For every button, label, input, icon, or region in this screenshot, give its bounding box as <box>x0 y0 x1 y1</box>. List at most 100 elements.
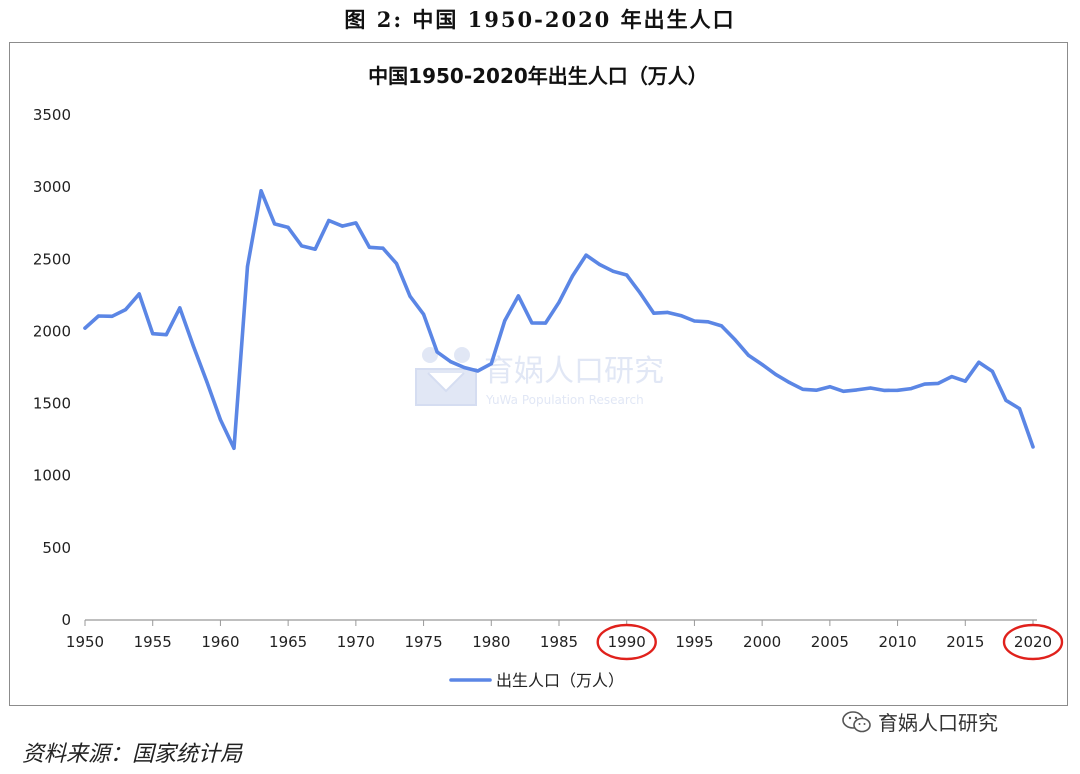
x-axis-ticks: 1950 1955 1960 1965 1970 1975 1980 1985 1990 1995… <box>66 620 1052 651</box>
wechat-icon <box>842 710 871 732</box>
data-point <box>733 338 737 342</box>
x-tick-label: 1960 <box>201 633 239 651</box>
data-point <box>327 218 331 223</box>
data-point <box>232 446 236 450</box>
data-point <box>96 314 101 318</box>
x-tick-label: 1965 <box>269 633 307 651</box>
data-point <box>774 372 778 377</box>
chart-frame: 育娲人口研究 YuWa Population Research 中国1950-2… <box>9 42 1068 706</box>
data-point <box>137 292 141 296</box>
data-point <box>164 333 168 337</box>
data-point <box>516 294 520 298</box>
y-axis-ticks: 0 500 1000 1500 2000 2500 3000 3500 <box>33 106 71 629</box>
y-tick-label: 0 <box>61 611 71 629</box>
data-point <box>882 388 886 393</box>
data-point <box>340 224 344 228</box>
highlight-circle-2020 <box>1002 623 1064 661</box>
data-point <box>476 369 480 373</box>
x-tick-label: 2015 <box>946 633 984 651</box>
data-point <box>462 365 466 370</box>
y-tick-label: 3500 <box>33 106 71 124</box>
data-point <box>178 306 182 310</box>
y-tick-label: 1500 <box>33 395 71 413</box>
watermark-text: 育娲人口研究 <box>484 354 664 389</box>
data-point <box>760 362 764 367</box>
data-point <box>245 264 250 268</box>
data-point <box>218 417 223 422</box>
data-point <box>124 308 128 312</box>
x-tick-label: 1990 <box>608 633 646 651</box>
data-point <box>300 244 304 248</box>
data-point <box>273 222 277 226</box>
watermark-logo: 育娲人口研究 YuWa Population Research <box>415 347 664 407</box>
data-point <box>584 253 588 257</box>
data-point <box>895 388 900 392</box>
data-point <box>570 274 575 278</box>
data-point <box>625 273 629 277</box>
data-point <box>394 262 399 266</box>
data-point <box>1004 398 1008 402</box>
y-tick-label: 3000 <box>33 178 71 196</box>
data-point <box>652 311 656 315</box>
data-point <box>706 320 710 324</box>
data-point <box>855 388 859 392</box>
highlight-circle-1990 <box>596 623 657 661</box>
y-tick-label: 1000 <box>33 467 71 485</box>
data-point <box>313 247 317 251</box>
source-note: 资料来源：国家统计局 <box>22 742 243 767</box>
data-point <box>801 387 805 391</box>
data-point <box>936 381 940 385</box>
data-point <box>692 319 697 323</box>
data-point <box>435 350 439 354</box>
data-point <box>557 300 561 304</box>
x-tick-label: 2010 <box>878 633 916 651</box>
data-point <box>611 269 615 273</box>
legend: 出生人口（万人） <box>449 671 624 690</box>
x-tick-label: 2000 <box>743 633 781 651</box>
watermark-badge-text: 育娲人口研究 <box>878 711 998 735</box>
data-point <box>530 321 534 325</box>
watermark-subtext: YuWa Population Research <box>485 393 644 407</box>
data-point <box>191 344 195 348</box>
y-tick-label: 2000 <box>33 322 71 340</box>
x-tick-label: 1985 <box>540 633 578 651</box>
data-point <box>665 310 669 314</box>
data-point <box>638 291 642 295</box>
data-point <box>259 189 263 193</box>
data-point <box>367 245 371 249</box>
x-tick-label: 1955 <box>134 633 172 651</box>
data-point <box>923 382 927 386</box>
data-point <box>841 389 846 393</box>
data-point <box>679 313 683 318</box>
data-point <box>963 379 967 383</box>
x-tick-label: 1975 <box>404 633 442 651</box>
legend-label: 出生人口（万人） <box>496 671 624 690</box>
chart-title: 中国1950-2020年出生人口（万人） <box>368 64 708 88</box>
line-chart: 育娲人口研究 YuWa Population Research 中国1950-2… <box>33 64 1064 690</box>
data-point <box>354 221 358 225</box>
data-point <box>598 262 602 267</box>
watermark-logo-head-icon <box>422 347 438 363</box>
data-point <box>990 369 994 373</box>
data-point <box>286 225 290 229</box>
data-point <box>909 386 913 391</box>
data-point <box>408 294 412 298</box>
y-tick-label: 2500 <box>33 250 71 268</box>
x-tick-label: 1970 <box>337 633 375 651</box>
x-tick-label: 2005 <box>811 633 849 651</box>
data-point <box>489 362 493 366</box>
data-point <box>449 360 453 364</box>
x-tick-label: 1995 <box>675 633 713 651</box>
data-point <box>828 385 832 389</box>
series-line-births <box>83 189 1035 451</box>
data-point <box>1017 407 1022 411</box>
figure-title: 图 2: 中国 1950-2020 年出生人口 <box>344 7 736 32</box>
data-point <box>977 360 981 364</box>
series-points <box>83 189 1035 450</box>
watermark-logo-body-icon <box>415 368 477 406</box>
y-tick-label: 500 <box>42 539 71 557</box>
x-tick-label: 2020 <box>1014 633 1052 651</box>
data-point <box>205 380 209 384</box>
data-point <box>83 326 87 330</box>
watermark-logo-head-icon <box>454 347 470 363</box>
